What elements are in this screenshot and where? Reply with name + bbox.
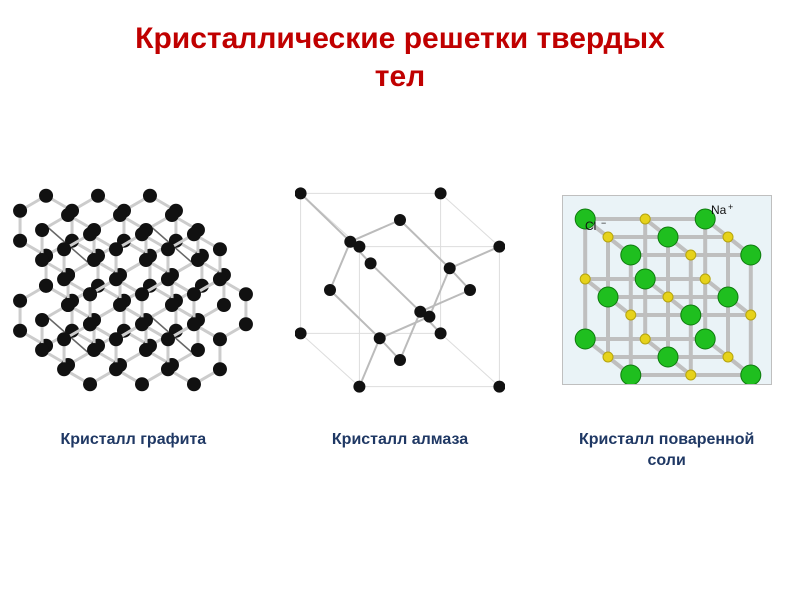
caption-salt-line1: Кристалл поваренной [579,431,754,448]
svg-text:+: + [728,202,733,212]
graphite-lattice [8,165,258,415]
caption-salt-line2: соли [648,452,686,469]
panel-diamond [267,160,534,420]
panel-salt: Na+ Cl− [533,160,800,420]
captions-row: Кристалл графита Кристалл алмаза Кристал… [0,430,800,472]
title-line2: тел [375,60,425,93]
panel-graphite [0,160,267,420]
caption-diamond: Кристалл алмаза [267,430,534,472]
page-title: Кристаллические решетки твердых тел [0,0,800,95]
diamond-lattice [295,185,505,395]
caption-salt: Кристалл поваренной соли [533,430,800,472]
salt-lattice: Na+ Cl− [562,195,772,385]
svg-text:Cl: Cl [585,219,596,233]
svg-text:−: − [601,218,606,228]
svg-text:Na: Na [711,203,727,217]
caption-graphite: Кристалл графита [0,430,267,472]
title-line1: Кристаллические решетки твердых [135,22,665,55]
panels-row: Na+ Cl− [0,160,800,420]
